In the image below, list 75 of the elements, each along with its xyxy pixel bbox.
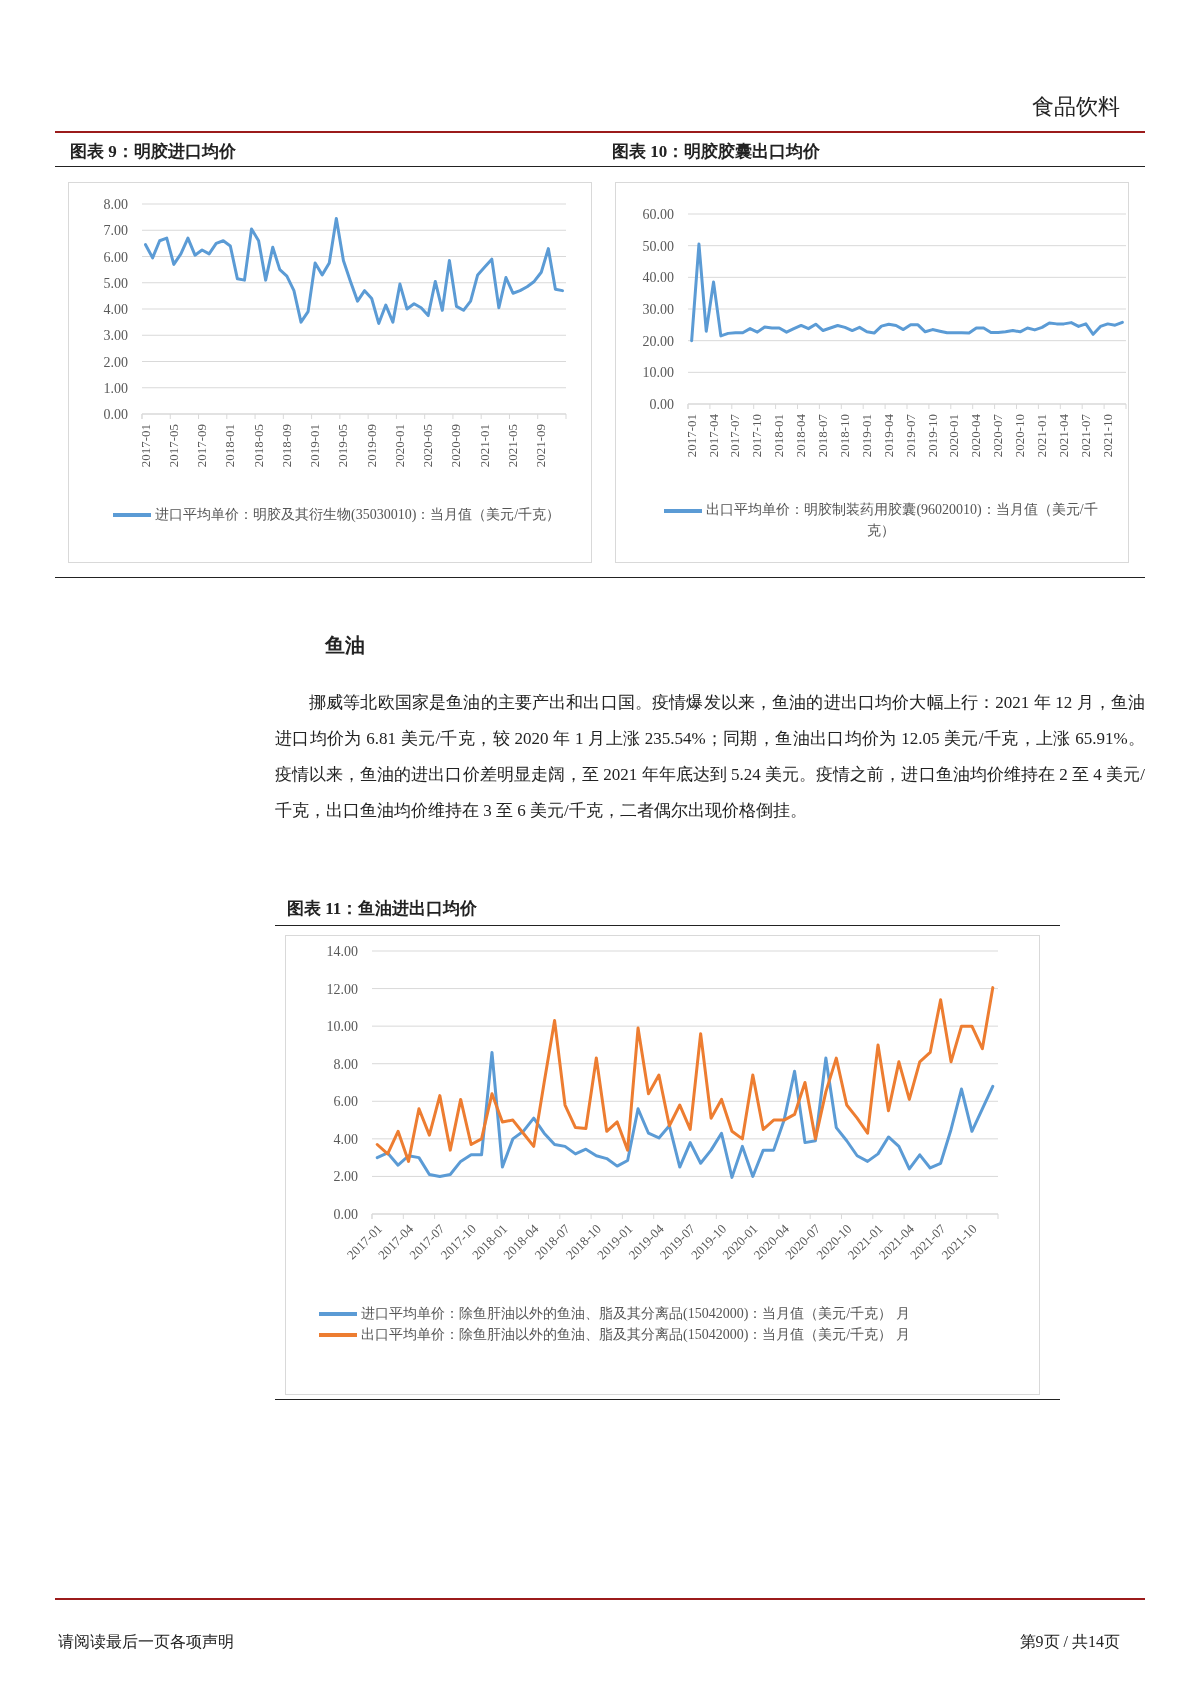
y-tick-label: 0.00 xyxy=(333,1207,358,1222)
line-series xyxy=(375,1050,995,1179)
x-tick-label: 2018-01 xyxy=(222,424,238,468)
text: 鱼油 xyxy=(325,633,366,658)
chart-title: 图表 9：明胶进口均价 xyxy=(70,141,236,163)
text: 食品饮料 xyxy=(1031,93,1120,121)
line-series xyxy=(375,986,995,1163)
x-tick-label: 2017-10 xyxy=(749,414,765,458)
y-tick-label: 12.00 xyxy=(326,981,358,997)
y-tick-label: 8.00 xyxy=(333,1056,358,1072)
x-tick-label: 2019-09 xyxy=(363,424,379,468)
x-tick-label: 2019-01 xyxy=(858,414,874,458)
y-tick-label: 7.00 xyxy=(103,223,128,239)
x-tick-label: 2020-01 xyxy=(946,414,962,458)
x-tick-label: 2017-01 xyxy=(137,424,153,468)
y-tick-label: 5.00 xyxy=(103,275,128,291)
x-tick-label: 2021-04 xyxy=(1055,413,1071,458)
x-tick-label: 2021-01 xyxy=(476,424,492,468)
y-tick-label: 6.00 xyxy=(333,1094,358,1110)
legend-label: 进口平均单价：明胶及其衍生物(35030010)：当月值（美元/千克） xyxy=(155,507,561,522)
x-tick-label: 2020-04 xyxy=(968,413,984,458)
x-tick-label: 2021-05 xyxy=(505,424,520,468)
x-tick-label: 2020-05 xyxy=(420,424,436,468)
x-tick-label: 2019-01 xyxy=(307,424,323,468)
legend-label: 出口平均单价：明胶制装药用胶囊(96020010)：当月值（美元/千克） xyxy=(706,502,1098,538)
x-tick-label: 2020-01 xyxy=(391,424,407,468)
text: 第9页 / 共14页 xyxy=(1018,1632,1120,1652)
x-tick-label: 2017-07 xyxy=(727,413,743,458)
y-tick-label: 2.00 xyxy=(103,354,128,370)
y-tick-label: 50.00 xyxy=(642,238,674,254)
x-tick-label: 2019-04 xyxy=(880,413,896,458)
x-tick-label: 2019-07 xyxy=(902,413,918,458)
y-tick-label: 30.00 xyxy=(642,302,674,317)
y-tick-label: 8.00 xyxy=(103,197,128,212)
x-tick-label: 2018-10 xyxy=(836,414,852,458)
x-tick-label: 2018-09 xyxy=(278,424,294,468)
y-tick-label: 4.00 xyxy=(333,1131,358,1147)
y-tick-label: 14.00 xyxy=(326,944,358,959)
y-tick-label: 0.00 xyxy=(649,397,674,412)
y-tick-label: 20.00 xyxy=(642,333,674,349)
x-tick-label: 2021-09 xyxy=(533,424,549,468)
y-tick-label: 3.00 xyxy=(103,328,128,344)
x-tick-label: 2021-07 xyxy=(1077,413,1093,458)
y-tick-label: 4.00 xyxy=(103,302,128,317)
chart-title: 图表 10：明胶胶囊出口均价 xyxy=(612,141,821,163)
y-tick-label: 1.00 xyxy=(103,380,128,396)
y-tick-label: 60.00 xyxy=(642,207,674,222)
legend-label: 进口平均单价：除鱼肝油以外的鱼油、脂及其分离品(15042000)：当月值（美元/千克） 月 xyxy=(361,1306,910,1321)
text: 请阅读最后一页各项声明 xyxy=(58,1632,235,1652)
y-tick-label: 2.00 xyxy=(333,1169,358,1185)
y-tick-label: 6.00 xyxy=(103,249,128,265)
x-tick-label: 2018-01 xyxy=(771,414,787,458)
text: 挪威等北欧国家是鱼油的主要产出和出口国。疫情爆发以来，鱼油的进出口均价大幅上行：2021 年 12 月，鱼油进口均价为 6.81 美元/千克，较 2020 年 1 月上涨 235.54%；同期，鱼油出口均价为 12.05 美元/千克，上涨 65.91%。疫情以来，鱼油的进出口价差明显走阔，至 2021 年年底达到 5.24 美元。疫情之前，进口鱼油均价维持在 2 至 4 美元/千克，出口鱼油均价维持在 3 至 6 美元/千克，二者偶尔出现价格倒挂。 xyxy=(275,692,1145,822)
y-tick-label: 40.00 xyxy=(642,270,674,286)
x-tick-label: 2018-04 xyxy=(793,413,809,458)
x-tick-label: 2018-05 xyxy=(250,424,266,468)
x-tick-label: 2020-09 xyxy=(448,424,464,468)
legend-label: 出口平均单价：除鱼肝油以外的鱼油、脂及其分离品(15042000)：当月值（美元/千克） 月 xyxy=(361,1327,910,1342)
y-tick-label: 10.00 xyxy=(642,365,674,381)
x-tick-label: 2019-10 xyxy=(924,414,940,458)
line-series xyxy=(690,242,1124,343)
x-tick-label: 2018-07 xyxy=(815,413,831,458)
x-tick-label: 2020-07 xyxy=(990,413,1006,458)
line-series xyxy=(144,216,564,325)
x-tick-label: 2019-05 xyxy=(335,424,351,468)
x-tick-label: 2017-01 xyxy=(683,414,699,458)
x-tick-label: 2017-05 xyxy=(165,424,181,468)
x-tick-label: 2017-04 xyxy=(705,413,721,458)
x-tick-label: 2021-01 xyxy=(1034,414,1050,458)
x-tick-label: 2017-09 xyxy=(194,424,210,468)
x-tick-label: 2020-10 xyxy=(1012,414,1028,458)
y-tick-label: 10.00 xyxy=(326,1019,358,1035)
y-tick-label: 0.00 xyxy=(103,407,128,422)
chart-title: 图表 11：鱼油进出口均价 xyxy=(287,898,478,920)
x-tick-label: 2021-10 xyxy=(1099,414,1115,458)
